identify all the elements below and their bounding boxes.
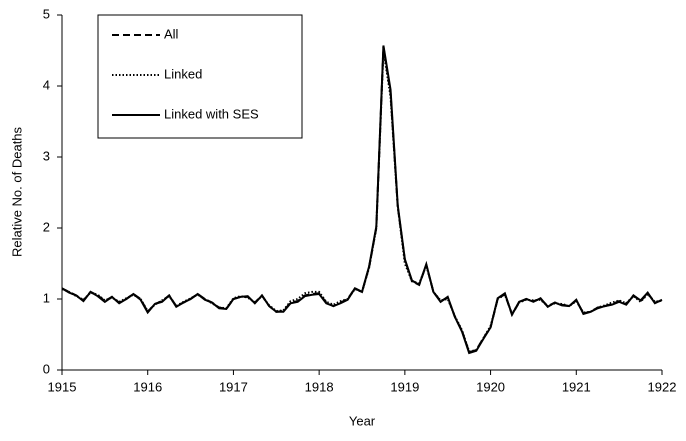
legend-box xyxy=(97,14,303,139)
x-tick-label: 1917 xyxy=(219,379,248,394)
y-tick-label: 2 xyxy=(43,219,50,234)
y-tick-label: 0 xyxy=(43,361,50,376)
x-axis-label: Year xyxy=(349,413,376,428)
x-tick-label: 1922 xyxy=(648,379,677,394)
series-line xyxy=(61,50,663,353)
legend-label: Linked xyxy=(164,66,202,81)
y-axis-label: Relative No. of Deaths xyxy=(9,126,24,257)
y-tick-label: 3 xyxy=(43,148,50,163)
x-tick-label: 1916 xyxy=(133,379,162,394)
x-tick-label: 1918 xyxy=(305,379,334,394)
series-line xyxy=(61,45,663,355)
x-tick-label: 1920 xyxy=(476,379,505,394)
y-tick-label: 4 xyxy=(43,77,50,92)
legend-label: Linked with SES xyxy=(164,106,259,121)
y-tick-label: 1 xyxy=(43,290,50,305)
x-tick-label: 1921 xyxy=(562,379,591,394)
x-tick-label: 1915 xyxy=(48,379,77,394)
legend-label: All xyxy=(164,26,179,41)
x-tick-label: 1919 xyxy=(390,379,419,394)
y-tick-label: 5 xyxy=(43,6,50,21)
